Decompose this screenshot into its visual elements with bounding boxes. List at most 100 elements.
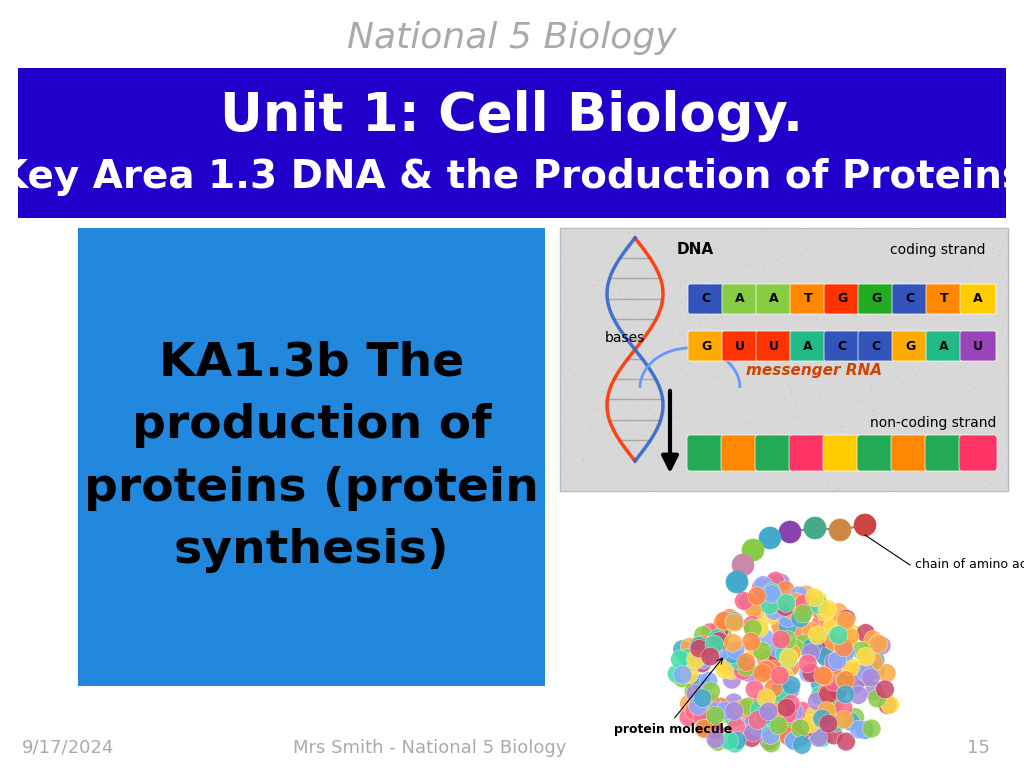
Point	[578, 242, 594, 254]
Point	[819, 474, 836, 486]
Point	[882, 293, 898, 306]
Point	[829, 319, 846, 331]
Point	[860, 643, 877, 655]
FancyBboxPatch shape	[959, 435, 997, 471]
Point	[664, 346, 680, 358]
Point	[615, 477, 632, 489]
Point	[919, 403, 935, 415]
Point	[806, 240, 822, 253]
Point	[714, 314, 730, 326]
Point	[948, 450, 965, 462]
Point	[853, 312, 869, 324]
Point	[644, 264, 660, 276]
Point	[992, 409, 1009, 421]
Point	[571, 378, 588, 390]
Point	[951, 294, 968, 306]
Text: Unit 1: Cell Biology.: Unit 1: Cell Biology.	[220, 90, 804, 142]
Point	[855, 272, 871, 284]
FancyBboxPatch shape	[858, 331, 894, 361]
Point	[922, 345, 938, 357]
Point	[563, 400, 580, 412]
Point	[735, 703, 752, 715]
Point	[889, 469, 905, 482]
Point	[810, 479, 826, 492]
Point	[748, 361, 764, 373]
Point	[901, 277, 918, 290]
Point	[864, 409, 881, 421]
Point	[780, 653, 797, 665]
Point	[573, 475, 590, 487]
Point	[930, 247, 946, 259]
Point	[770, 443, 786, 455]
Point	[755, 232, 771, 244]
Point	[941, 428, 957, 440]
Point	[767, 574, 783, 587]
Point	[654, 265, 671, 277]
Point	[860, 414, 877, 426]
Point	[792, 253, 808, 265]
Point	[584, 329, 600, 341]
Point	[659, 377, 676, 389]
Point	[950, 370, 967, 382]
Point	[755, 668, 771, 680]
Point	[785, 706, 802, 718]
Point	[948, 344, 965, 356]
Point	[718, 477, 734, 489]
Point	[957, 399, 974, 412]
Point	[970, 354, 986, 366]
Point	[902, 288, 919, 300]
Point	[796, 637, 812, 650]
Point	[719, 263, 735, 275]
Point	[856, 363, 872, 376]
Point	[758, 419, 774, 432]
Point	[701, 320, 718, 333]
Point	[975, 389, 991, 401]
Point	[912, 336, 929, 349]
Text: G: G	[870, 293, 881, 306]
Point	[776, 423, 793, 435]
Point	[577, 402, 593, 415]
Point	[912, 367, 929, 379]
Point	[948, 402, 965, 414]
Point	[561, 354, 578, 366]
Point	[634, 458, 650, 470]
Point	[926, 300, 942, 312]
Point	[825, 656, 842, 668]
Point	[730, 450, 746, 462]
Point	[976, 355, 992, 367]
Point	[691, 643, 708, 655]
Point	[737, 309, 754, 321]
Point	[806, 709, 822, 721]
Point	[621, 392, 637, 404]
Point	[837, 674, 853, 686]
Point	[918, 243, 934, 255]
Point	[929, 270, 945, 283]
Point	[577, 357, 593, 369]
Point	[607, 252, 624, 264]
Point	[626, 296, 642, 308]
Point	[836, 357, 852, 369]
Point	[725, 421, 741, 433]
Point	[912, 402, 929, 415]
Point	[839, 613, 855, 625]
Point	[916, 285, 933, 297]
Point	[694, 711, 711, 723]
Point	[735, 594, 752, 607]
FancyBboxPatch shape	[858, 284, 894, 314]
Point	[797, 244, 813, 257]
Point	[837, 447, 853, 459]
Point	[606, 447, 623, 459]
Point	[902, 253, 919, 265]
Point	[597, 473, 613, 485]
Point	[617, 404, 634, 416]
Point	[642, 424, 658, 436]
Point	[809, 310, 825, 322]
Point	[898, 298, 914, 310]
Point	[784, 604, 801, 617]
Point	[770, 643, 786, 655]
Point	[587, 239, 603, 251]
Point	[898, 300, 914, 312]
Point	[884, 347, 900, 359]
Point	[708, 438, 724, 450]
FancyBboxPatch shape	[961, 284, 996, 314]
